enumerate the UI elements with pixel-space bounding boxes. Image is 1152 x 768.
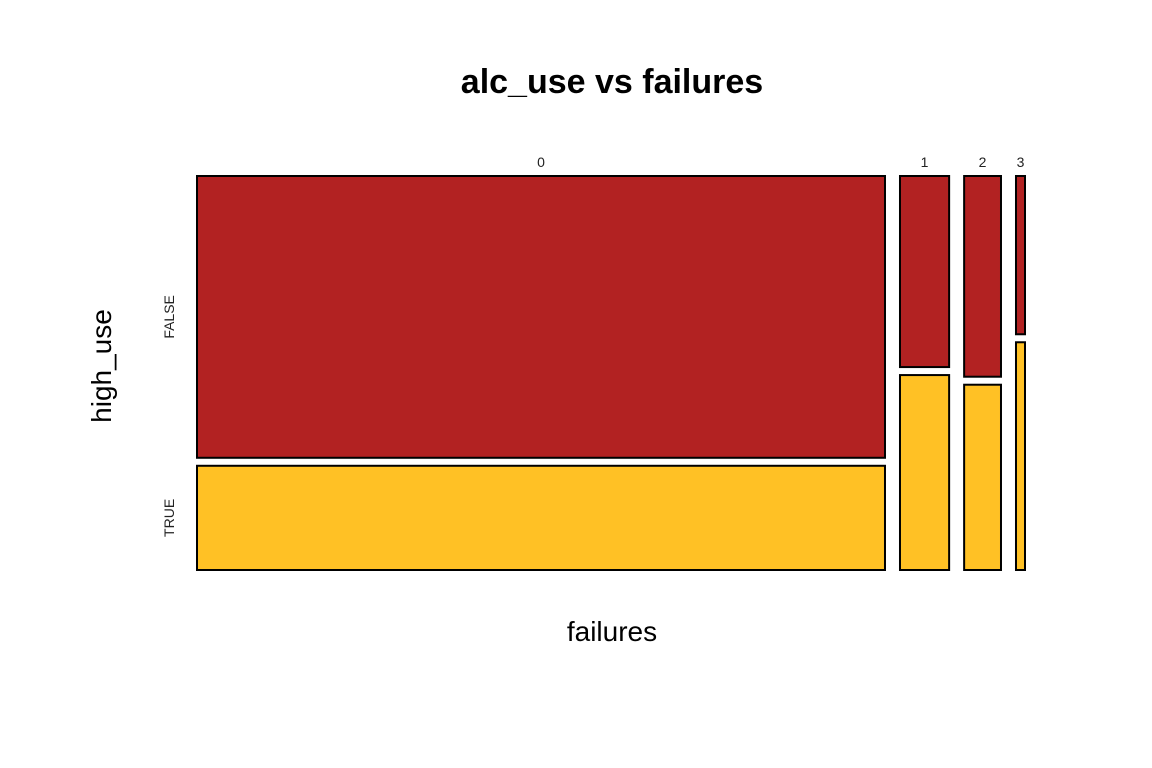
y-tick-label-true: TRUE xyxy=(161,499,177,537)
chart-title: alc_use vs failures xyxy=(461,63,763,101)
y-axis-title: high_use xyxy=(86,309,117,423)
tile-failures-1-false xyxy=(898,175,951,369)
tile-failures-2-true xyxy=(963,383,1002,571)
tile-failures-3-true xyxy=(1014,341,1027,572)
y-tick-labels: FALSE TRUE xyxy=(161,295,177,537)
x-tick-label: 2 xyxy=(979,154,987,170)
mosaic-tiles xyxy=(196,175,1027,572)
tile-failures-2-false xyxy=(963,175,1002,378)
x-tick-label: 1 xyxy=(921,154,929,170)
x-tick-label: 0 xyxy=(537,154,545,170)
tile-failures-1-true xyxy=(898,374,951,571)
y-tick-label-false: FALSE xyxy=(161,295,177,339)
x-axis-title: failures xyxy=(567,616,657,647)
x-tick-labels: 0 1 2 3 xyxy=(537,154,1024,170)
tile-failures-3-false xyxy=(1014,175,1027,336)
tile-failures-0-false xyxy=(196,175,886,459)
x-tick-label: 3 xyxy=(1017,154,1025,170)
tile-failures-0-true xyxy=(196,464,886,571)
